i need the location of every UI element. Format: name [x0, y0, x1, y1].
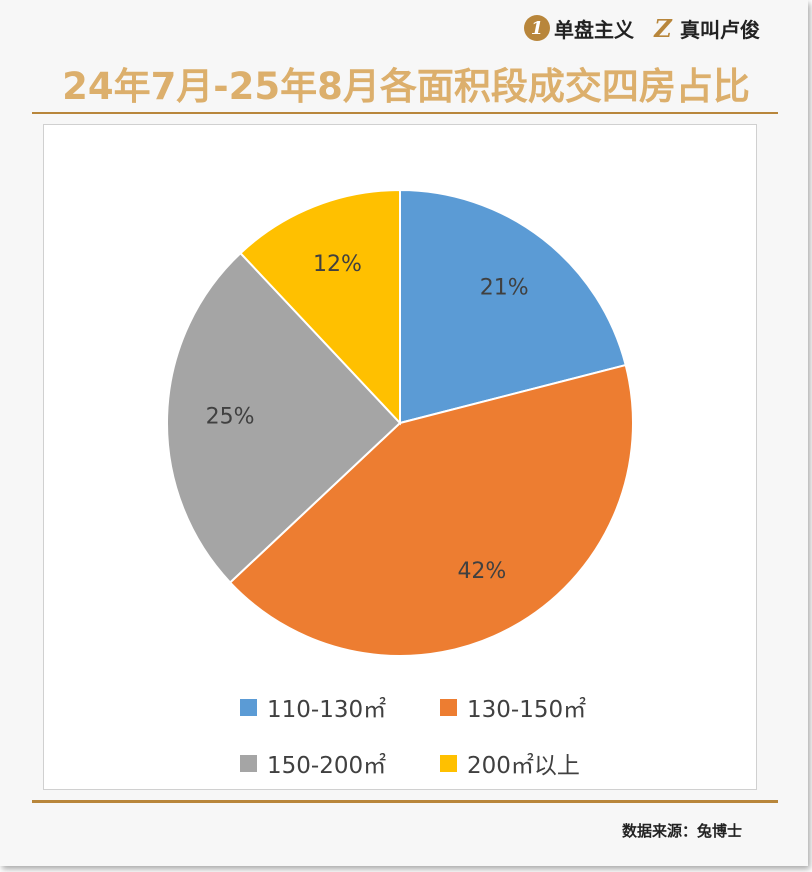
- brand-danpan: 1 单盘主义: [524, 14, 634, 43]
- legend-item-4: 200㎡以上: [440, 746, 640, 780]
- legend-item-2: 130-150㎡: [440, 690, 640, 724]
- bottom-divider: [32, 800, 778, 803]
- brand-bar: 1 单盘主义 Z 真叫卢俊: [524, 12, 760, 44]
- data-source: 数据来源：兔博士: [621, 822, 742, 840]
- zhenjiao-logo-icon: Z: [654, 13, 672, 43]
- legend-swatch: [240, 754, 257, 772]
- legend-item-1: 110-130㎡: [240, 690, 440, 724]
- pie-data-label-3: 25%: [206, 405, 255, 430]
- legend-swatch: [440, 754, 457, 772]
- legend-label: 150-200㎡: [267, 753, 387, 779]
- chart-legend: 110-130㎡ 130-150㎡ 150-200㎡ 200㎡以上: [240, 690, 640, 780]
- pie-slice-4: [239, 188, 401, 426]
- legend-label: 130-150㎡: [467, 697, 587, 723]
- pie-data-label-2: 42%: [457, 559, 506, 584]
- top-divider: [32, 112, 778, 114]
- pie-slice-1: [399, 188, 627, 425]
- pie-data-label-4: 12%: [313, 252, 362, 277]
- legend-swatch: [440, 698, 457, 716]
- chart-title: 24年7月-25年8月各面积段成交四房占比: [62, 65, 750, 108]
- legend-swatch: [240, 698, 257, 716]
- pie-data-label-1: 21%: [480, 276, 529, 301]
- chart-area: 21% 42% 25% 12% 110-130㎡ 130-150㎡ 150-200㎡ 200…: [43, 124, 757, 790]
- danpan-brand-text: 单盘主义: [554, 17, 634, 42]
- brand-zhenjiao: Z 真叫卢俊: [650, 14, 760, 43]
- danpan-logo-icon: 1: [524, 15, 550, 41]
- zhenjiao-brand-text: 真叫卢俊: [680, 17, 760, 42]
- legend-label: 200㎡以上: [467, 753, 580, 779]
- pie-slice-3: [166, 251, 402, 584]
- pie-chart: 21% 42% 25% 12%: [166, 188, 634, 657]
- legend-item-3: 150-200㎡: [240, 746, 440, 780]
- pie-slice-2: [228, 363, 634, 657]
- legend-label: 110-130㎡: [267, 697, 387, 723]
